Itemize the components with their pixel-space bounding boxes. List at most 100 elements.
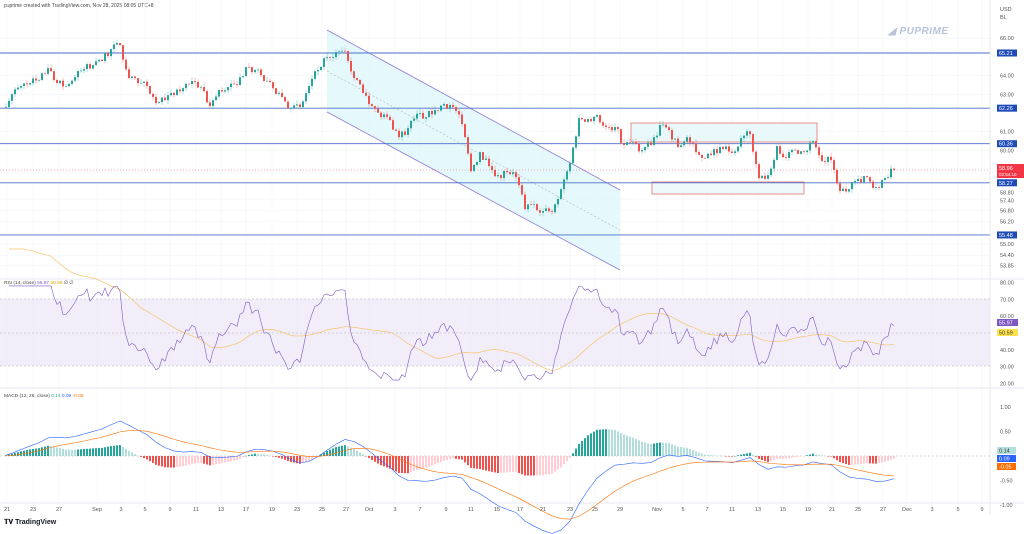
macd-histogram-bar (749, 452, 751, 456)
macd-legend[interactable]: MACD (12, 26, close) 0.14 0.09 -0.05 (4, 393, 84, 399)
rsi-legend[interactable]: RSI (14, close) 55.97 50.59 ∅ ∅ (4, 280, 74, 286)
resistance-zone-rect[interactable] (630, 122, 818, 143)
macd-histogram-bar (377, 456, 379, 464)
macd-histogram-bar (374, 456, 376, 462)
macd-histogram-bar (134, 454, 136, 456)
candle-up (113, 40, 115, 53)
candle-body (806, 150, 808, 153)
candle-body (191, 81, 193, 85)
candle-up (17, 84, 19, 91)
candle-down (446, 103, 448, 110)
x-tick-label: 27 (880, 507, 886, 513)
macd-histogram-bar (362, 454, 364, 456)
candle-down (452, 101, 454, 110)
candle-body (500, 175, 502, 179)
candle-body (80, 70, 82, 72)
level-tag (997, 140, 1017, 148)
macd-histogram-bar (356, 450, 358, 456)
candle-up (674, 138, 676, 141)
x-tick-label: 7 (705, 507, 708, 513)
candle-body (35, 78, 37, 81)
rsi-tick-label: 20.00 (1000, 381, 1014, 387)
macd-histogram-bar (602, 429, 604, 456)
channel-lower-line[interactable] (326, 111, 621, 271)
macd-histogram-bar (734, 455, 736, 457)
macd-histogram-bar (122, 446, 124, 456)
macd-histogram-bar (548, 456, 550, 475)
macd-histogram-bar (347, 446, 349, 456)
candle-down (509, 170, 511, 176)
macd-histogram-bar (320, 454, 322, 456)
macd-histogram-bar (284, 456, 286, 460)
macd-histogram-bar (437, 456, 439, 464)
candle-body (140, 82, 142, 84)
macd-histogram-bar (827, 456, 829, 457)
macd-histogram-bar (689, 448, 691, 456)
macd-histogram-bar (86, 448, 88, 456)
price-tick-label: 60.00 (1000, 148, 1014, 154)
candle-body (509, 172, 511, 175)
macd-histogram-bar (533, 456, 535, 476)
candle-down (623, 139, 625, 149)
macd-histogram-bar (257, 453, 259, 456)
candle-down (353, 69, 355, 81)
macd-histogram-bar (731, 456, 733, 457)
candle-up (413, 115, 415, 123)
macd-histogram-bar (569, 456, 571, 458)
candle-down (803, 149, 805, 155)
channel-upper-line[interactable] (326, 29, 621, 191)
macd-histogram-bar (365, 456, 367, 457)
candle-body (71, 80, 73, 84)
resistance-zone[interactable] (630, 122, 818, 143)
candle-body (863, 176, 865, 183)
candle-body (578, 118, 580, 137)
candle-down (872, 179, 874, 190)
candle-up (680, 144, 682, 148)
currency-label[interactable]: USD (1000, 7, 1012, 13)
candle-down (638, 140, 640, 154)
candle-body (29, 83, 31, 85)
candle-body (848, 189, 850, 192)
macd-histogram-bar (848, 456, 850, 465)
candle-up (734, 148, 736, 157)
candle-up (566, 169, 568, 182)
candle-up (161, 97, 163, 105)
candle-body (146, 81, 148, 87)
macd-histogram-bar (809, 454, 811, 456)
macd-histogram-bar (113, 445, 115, 456)
rsi-legend-ma: 50.59 (50, 280, 62, 286)
candle-down (515, 170, 517, 181)
support-zone-rect[interactable] (651, 181, 805, 195)
macd-histogram-bar (353, 448, 355, 456)
candle-body (188, 83, 190, 85)
macd-histogram-bar (794, 456, 796, 457)
candle-up (110, 48, 112, 60)
candle-down (146, 79, 148, 89)
candle-body (449, 104, 451, 109)
candle-body (743, 135, 745, 139)
candle-up (473, 164, 475, 172)
candle-down (188, 82, 190, 86)
candle-down (530, 201, 532, 207)
support-zone[interactable] (651, 181, 805, 195)
macd-histogram-bar (218, 456, 220, 464)
price-tick-label: 57.40 (1000, 199, 1014, 205)
candle-body (101, 59, 103, 62)
unit-label[interactable]: BL (1000, 15, 1007, 21)
candle-down (422, 110, 424, 120)
candle-body (479, 152, 481, 163)
macd-histogram-bar (80, 449, 82, 456)
macd-histogram-bar (266, 454, 268, 456)
candle-down (650, 140, 652, 146)
candle-body (302, 101, 304, 108)
x-tick-label: 13 (218, 507, 224, 513)
candle-body (461, 114, 463, 125)
bar-countdown: 02:54:10 (999, 172, 1017, 177)
tradingview-logo[interactable]: 𝐓𝐕 TradingView (4, 519, 56, 527)
candle-body (92, 65, 94, 69)
rsi-tick-label: 30.00 (1000, 365, 1014, 371)
candle-body (278, 92, 280, 94)
candle-body (575, 136, 577, 148)
macd-histogram-bar (482, 456, 484, 470)
